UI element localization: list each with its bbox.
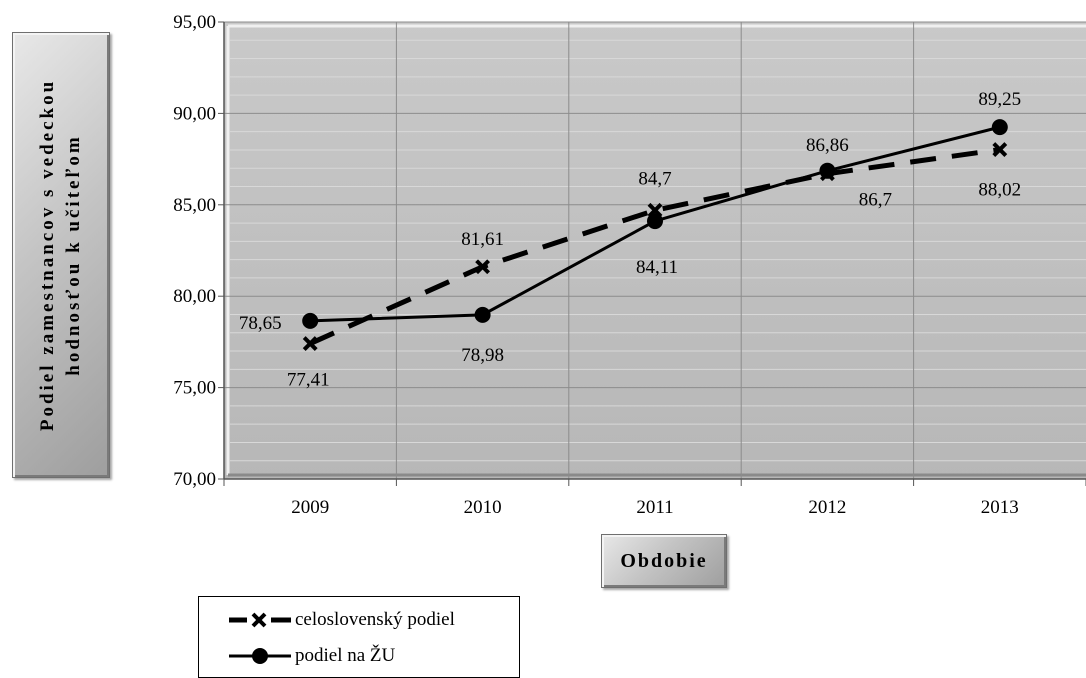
data-point-circle-marker (991, 119, 1008, 136)
y-tick-label: 80,00 (173, 286, 216, 307)
data-point-circle-marker (819, 162, 836, 179)
plot-area (224, 22, 1086, 479)
y-tick-label: 75,00 (173, 378, 216, 399)
y-tick-label: 85,00 (173, 195, 216, 216)
x-tick-label: 2013 (981, 497, 1019, 518)
data-label: 86,86 (806, 135, 849, 156)
data-label: 86,7 (859, 190, 892, 211)
x-tick-label: 2011 (636, 497, 673, 518)
data-label: 78,98 (461, 345, 504, 366)
legend-item-podiel-zu: podiel na ŽU (199, 641, 519, 671)
y-tick-label: 70,00 (173, 469, 216, 490)
y-axis-title-box: Podiel zamestnancov s vedeckou hodnosťou… (12, 32, 110, 478)
data-label: 84,7 (638, 168, 671, 189)
marker-stroke (302, 336, 318, 351)
data-label: 77,41 (287, 370, 330, 391)
data-point-circle-marker (302, 312, 319, 329)
y-axis-title: Podiel zamestnancov s vedeckou hodnosťou… (37, 78, 84, 432)
legend-dashed-x-marker-icon (229, 612, 291, 628)
marker-stroke (475, 259, 491, 275)
data-point-circle-marker (474, 306, 491, 323)
legend-item-celoslovensky: celoslovenský podiel (199, 605, 519, 635)
data-label: 81,61 (461, 229, 504, 250)
x-tick-label: 2009 (291, 497, 329, 518)
marker-stroke (992, 142, 1008, 158)
y-tick-label: 95,00 (173, 12, 216, 33)
y-tick-label: 90,00 (173, 103, 216, 124)
data-label: 84,11 (636, 257, 678, 278)
data-label: 88,02 (978, 180, 1021, 201)
legend-label: celoslovenský podiel (295, 609, 455, 630)
legend-label: podiel na ŽU (295, 645, 396, 666)
legend-solid-circle-marker-icon (229, 648, 291, 664)
x-tick-label: 2012 (808, 497, 846, 518)
data-point-x-marker (992, 142, 1008, 158)
data-label: 89,25 (978, 89, 1021, 110)
legend: celoslovenský podiel podiel na ŽU (198, 596, 520, 678)
data-point-x-marker (475, 259, 491, 275)
series-line-celoslovensky (309, 147, 1001, 346)
data-point-x-marker (302, 336, 318, 351)
x-axis-title: Obdobie (601, 534, 727, 588)
data-label: 78,65 (239, 313, 282, 334)
data-point-circle-marker (647, 213, 663, 230)
x-tick-label: 2010 (464, 497, 502, 518)
